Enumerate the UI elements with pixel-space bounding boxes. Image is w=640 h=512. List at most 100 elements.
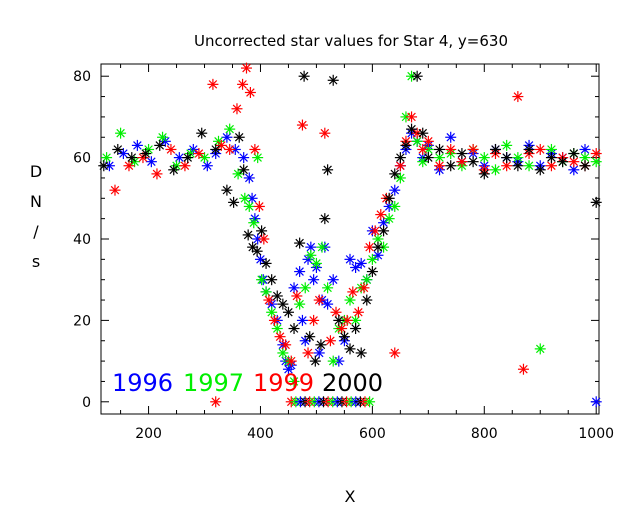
data-point-2000 — [389, 168, 401, 180]
data-point-1997 — [394, 172, 406, 184]
data-point-2000 — [366, 266, 378, 278]
data-point-1999 — [336, 323, 348, 335]
data-point-2000 — [372, 241, 384, 253]
x-tick-label: 800 — [471, 426, 498, 442]
data-point-1997 — [260, 286, 272, 298]
data-point-1999 — [347, 286, 359, 298]
y-tick-label: 80 — [73, 69, 91, 85]
data-point-1996 — [296, 314, 308, 326]
data-point-1999 — [369, 225, 381, 237]
data-point-2000 — [501, 152, 513, 164]
data-point-1999 — [590, 148, 602, 160]
data-point-1999 — [324, 335, 336, 347]
data-point-1999 — [240, 62, 252, 74]
data-point-1999 — [193, 148, 205, 160]
data-point-1999 — [358, 282, 370, 294]
data-point-1996 — [308, 274, 320, 286]
data-point-1996 — [350, 261, 362, 273]
data-point-1997 — [199, 152, 211, 164]
data-point-1997 — [248, 217, 260, 229]
data-point-2000 — [309, 355, 321, 367]
data-point-1997 — [288, 375, 300, 387]
data-point-1997 — [299, 282, 311, 294]
data-point-2000 — [182, 152, 194, 164]
axis-ticks: 200 400 600 800 1000 0 20 40 60 80 — [73, 64, 614, 442]
data-point-1999 — [215, 139, 227, 151]
data-point-1996 — [305, 241, 317, 253]
data-point-1999 — [109, 184, 121, 196]
data-point-1996 — [355, 257, 367, 269]
data-point-1996 — [327, 274, 339, 286]
data-point-1999 — [268, 314, 280, 326]
data-point-1999 — [501, 160, 513, 172]
data-point-2000 — [478, 168, 490, 180]
data-point-2000 — [266, 274, 278, 286]
data-point-2000 — [355, 347, 367, 359]
data-point-1999 — [258, 233, 270, 245]
data-point-1999 — [406, 111, 418, 123]
data-point-1997 — [101, 152, 113, 164]
x-tick-label: 200 — [135, 426, 162, 442]
data-point-1996 — [313, 347, 325, 359]
data-point-2000 — [210, 143, 222, 155]
x-axis-label: X — [345, 487, 356, 506]
data-point-1999 — [285, 355, 297, 367]
data-point-2000 — [221, 184, 233, 196]
data-point-2000 — [422, 152, 434, 164]
data-point-2000 — [126, 152, 138, 164]
data-point-1999 — [151, 168, 163, 180]
data-point-1999 — [319, 127, 331, 139]
data-point-1997 — [523, 160, 535, 172]
data-point-1996 — [145, 156, 157, 168]
data-point-1997 — [383, 213, 395, 225]
data-point-2000 — [383, 192, 395, 204]
data-point-1997 — [366, 253, 378, 265]
data-point-1997 — [389, 200, 401, 212]
x-tick-label: 600 — [359, 426, 386, 442]
data-point-1999 — [291, 290, 303, 302]
data-point-1999 — [296, 119, 308, 131]
data-point-2000 — [456, 148, 468, 160]
data-point-1999 — [224, 143, 236, 155]
chart-title: Uncorrected star values for Star 4, y=63… — [194, 32, 508, 50]
data-point-1996 — [243, 172, 255, 184]
data-point-1999 — [263, 294, 275, 306]
data-point-1997 — [489, 164, 501, 176]
data-point-1996 — [254, 253, 266, 265]
legend: 1996 1997 1999 2000 — [112, 369, 383, 397]
data-point-1999 — [389, 347, 401, 359]
data-point-2000 — [512, 160, 524, 172]
data-point-1997 — [243, 200, 255, 212]
data-point-2000 — [545, 152, 557, 164]
x-tick-label: 400 — [247, 426, 274, 442]
data-point-1999 — [517, 363, 529, 375]
data-point-1997 — [157, 131, 169, 143]
data-point-1999 — [244, 86, 256, 98]
data-point-2000 — [233, 131, 245, 143]
data-point-1996 — [568, 164, 580, 176]
y-axis-label: D N / s — [30, 162, 42, 271]
data-point-1999 — [302, 347, 314, 359]
data-point-1999 — [467, 143, 479, 155]
data-point-2000 — [338, 331, 350, 343]
data-point-1999 — [445, 143, 457, 155]
data-point-2000 — [98, 160, 110, 172]
data-point-2000 — [434, 143, 446, 155]
data-point-2000 — [196, 127, 208, 139]
data-point-1997 — [224, 123, 236, 135]
y-tick-label: 0 — [82, 395, 91, 411]
data-point-2000 — [168, 164, 180, 176]
data-point-1996 — [117, 148, 129, 160]
data-point-2000 — [344, 343, 356, 355]
data-point-1997 — [305, 249, 317, 261]
data-point-1997 — [534, 343, 546, 355]
data-point-1997 — [512, 152, 524, 164]
data-point-2000 — [322, 164, 334, 176]
data-point-2000 — [411, 70, 423, 82]
data-point-1996 — [131, 139, 143, 151]
data-point-1997 — [501, 139, 513, 151]
data-point-1996 — [282, 363, 294, 375]
plot-frame — [100, 63, 600, 415]
data-point-2000 — [260, 257, 272, 269]
